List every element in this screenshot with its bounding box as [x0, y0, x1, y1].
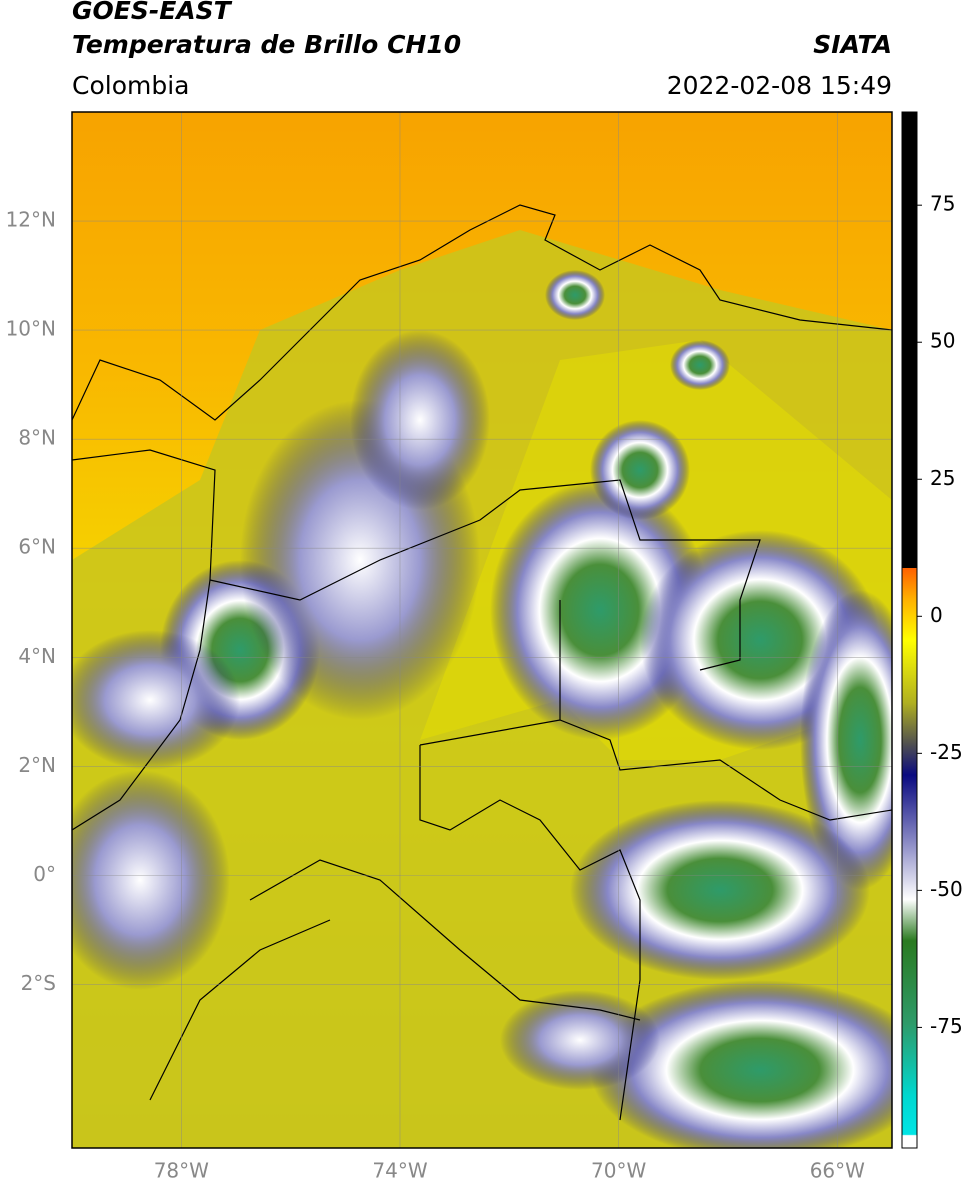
colorbar: [901, 111, 918, 1149]
boundaries: [72, 204, 892, 1121]
colorbar-tick-label: 50: [930, 329, 955, 353]
y-tick-label: 2°N: [18, 753, 56, 777]
ticks: 12°N 10°N 8°N 6°N 4°N 2°N 0° 2°S 78°W 74°W 70°W 66°…: [6, 192, 963, 1183]
y-tick-label: 2°S: [21, 971, 56, 995]
x-tick-label: 74°W: [372, 1159, 427, 1183]
colorbar-tick-label: 75: [930, 192, 955, 216]
x-tick-label: 66°W: [810, 1159, 865, 1183]
y-tick-label: 10°N: [6, 317, 56, 341]
y-tick-label: 8°N: [18, 426, 56, 450]
colorbar-tick-label: 25: [930, 466, 955, 490]
colorbar-tick-label: -75: [930, 1014, 963, 1038]
colorbar-tick-label: -25: [930, 740, 963, 764]
source: SIATA: [813, 30, 892, 59]
colorbar-tick-label: 0: [930, 603, 943, 627]
y-tick-label: 0°: [33, 862, 56, 886]
x-tick-label: 78°W: [154, 1159, 209, 1183]
cloud-cells: [72, 270, 892, 1148]
x-tick-label: 70°W: [591, 1159, 646, 1183]
y-tick-label: 4°N: [18, 644, 56, 668]
y-tick-label: 6°N: [18, 535, 56, 559]
satellite-image: [72, 112, 892, 1148]
title: GOES-EAST: [72, 0, 233, 25]
colorbar-tick-label: -50: [930, 877, 963, 901]
y-tick-label: 12°N: [6, 208, 56, 232]
datetime: 2022-02-08 15:49: [667, 71, 892, 100]
map-frame: [71, 111, 893, 1149]
region: Colombia: [72, 71, 189, 100]
grid: [72, 112, 892, 1148]
subtitle: Temperatura de Brillo CH10: [72, 30, 461, 59]
